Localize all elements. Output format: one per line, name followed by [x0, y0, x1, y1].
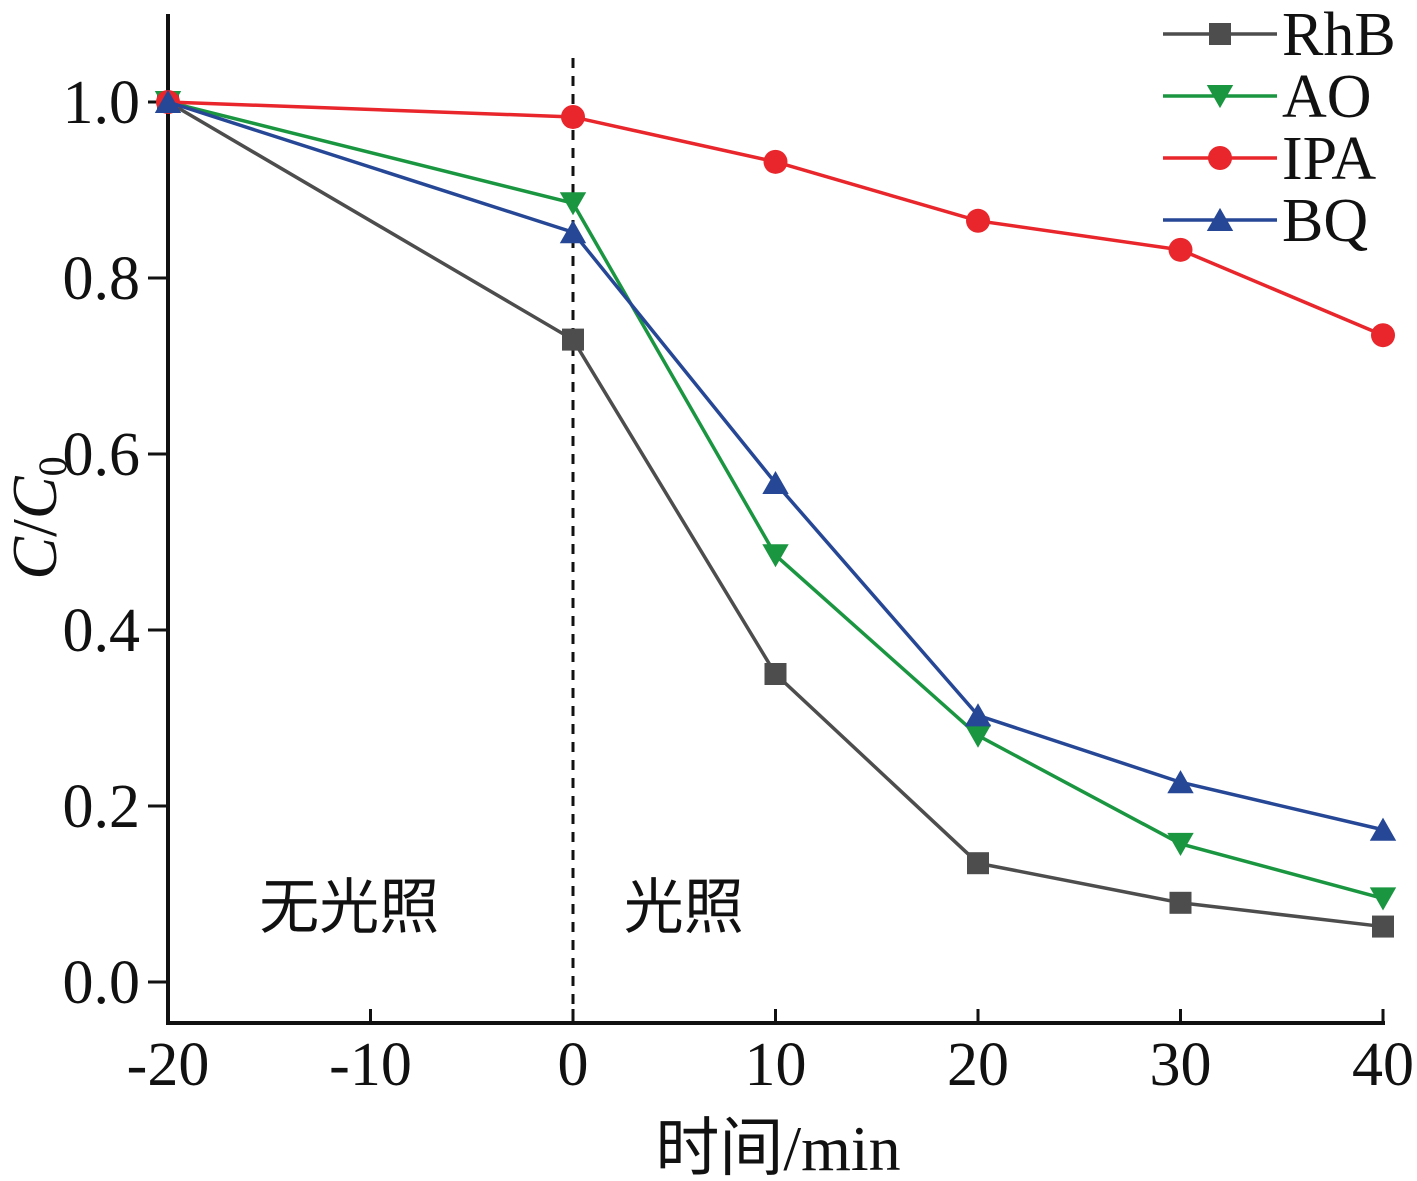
annotations: 无光照 光照 — [259, 873, 744, 943]
y-tick-label: 0.8 — [63, 245, 141, 313]
series-rhb — [157, 91, 1394, 938]
y-tick-label: 1.0 — [63, 69, 141, 137]
legend-marker-bq — [1206, 207, 1234, 231]
legend-label-bq: BQ — [1282, 187, 1368, 255]
legend-item-bq: BQ — [1163, 187, 1368, 255]
y-tick-label: 0.2 — [63, 773, 141, 841]
series-line-rhb — [167, 100, 1384, 929]
y-ticks: 0.0 0.2 0.4 0.6 0.8 1.0 — [63, 69, 168, 1017]
data-point-bq — [964, 703, 992, 727]
data-point-bq — [154, 89, 182, 113]
legend-label-ao: AO — [1282, 63, 1372, 131]
x-tick-label: 10 — [745, 1031, 807, 1099]
legend-item-ipa: IPA — [1163, 125, 1376, 193]
x-tick-label: 0 — [558, 1031, 589, 1099]
annotation-no-light: 无光照 — [259, 873, 439, 943]
y-tick-label: 0.0 — [63, 949, 141, 1017]
data-point-ao — [559, 192, 587, 216]
x-tick-label: -10 — [329, 1031, 412, 1099]
legend-marker-rhb — [1209, 23, 1231, 45]
y-tick-label: 0.4 — [63, 597, 141, 665]
data-point-rhb — [562, 328, 584, 351]
data-point-ipa — [1168, 237, 1193, 262]
x-tick-label: 40 — [1352, 1031, 1414, 1099]
y-axis-title: C/C0 — [0, 456, 75, 579]
x-axis-title: 时间/min — [655, 1113, 900, 1181]
legend-label-rhb: RhB — [1282, 1, 1396, 69]
data-point-bq — [762, 470, 789, 495]
x-tick-label: 30 — [1150, 1031, 1212, 1099]
data-point-rhb — [967, 852, 989, 875]
series-line-bq — [167, 100, 1384, 832]
data-point-ipa — [763, 149, 788, 174]
data-point-rhb — [764, 663, 787, 685]
series-line-ao — [167, 100, 1384, 901]
data-point-bq — [559, 220, 587, 244]
data-point-rhb — [1372, 915, 1394, 938]
annotation-light: 光照 — [624, 873, 744, 943]
y-tick-label: 0.6 — [63, 421, 141, 489]
data-point-ipa — [561, 104, 585, 129]
data-point-ipa — [1371, 323, 1395, 348]
data-point-ao — [762, 544, 789, 568]
series-bq — [154, 89, 1397, 841]
legend-label-ipa: IPA — [1282, 125, 1376, 193]
data-point-bq — [1167, 770, 1194, 794]
series-layer — [154, 89, 1397, 938]
x-tick-label: 20 — [947, 1031, 1009, 1099]
legend-marker-ao — [1206, 85, 1234, 109]
data-point-ao — [1369, 887, 1397, 911]
legend-item-ao: AO — [1163, 63, 1372, 131]
data-point-ao — [1167, 832, 1194, 856]
legend-item-rhb: RhB — [1163, 1, 1396, 69]
series-line-ipa — [167, 100, 1384, 337]
data-point-rhb — [1169, 891, 1192, 914]
data-point-ipa — [966, 208, 990, 233]
data-point-bq — [1369, 817, 1397, 841]
x-ticks: -20 -10 0 10 20 30 40 — [127, 1009, 1414, 1099]
data-point-ao — [964, 724, 992, 748]
x-tick-label: -20 — [127, 1031, 210, 1099]
legend-marker-ipa — [1208, 146, 1232, 170]
